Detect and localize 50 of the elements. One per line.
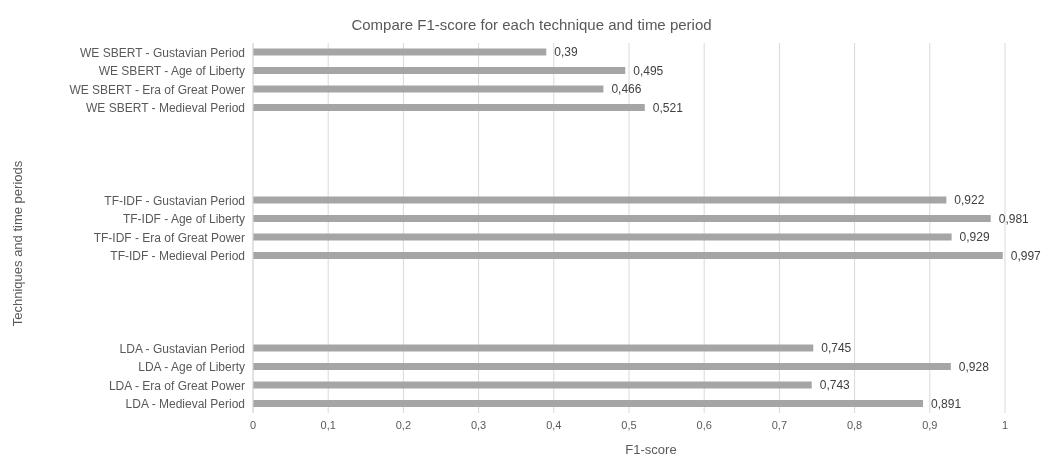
x-tick-label: 0,3: [470, 418, 487, 431]
x-tick-label: 0,5: [621, 418, 637, 431]
bar: [253, 400, 924, 408]
y-tick-label: LDA - Gustavian Period: [119, 341, 245, 356]
data-label: 0,521: [652, 100, 684, 115]
data-label: 0,928: [958, 359, 990, 374]
y-tick-label: TF-IDF - Medieval Period: [110, 249, 245, 264]
data-label: 0,743: [819, 378, 851, 393]
y-tick-label: LDA - Era of Great Power: [108, 378, 245, 393]
bar: [253, 67, 626, 75]
data-label: 0,39: [554, 45, 578, 60]
y-tick-label: WE SBERT - Era of Great Power: [69, 82, 245, 97]
x-tick-label: 0,2: [395, 418, 412, 431]
bar: [253, 363, 951, 371]
x-axis-title: F1-score: [624, 442, 678, 457]
x-tick-label: 0,4: [546, 418, 562, 431]
bar: [253, 48, 547, 56]
y-tick-label: LDA - Medieval Period: [125, 397, 245, 412]
x-tick-label: 0,8: [846, 418, 863, 431]
data-label: 0,997: [1010, 248, 1042, 263]
y-tick-label: WE SBERT - Age of Liberty: [98, 64, 245, 79]
x-tick-label: 0,9: [922, 418, 938, 431]
bar: [253, 85, 604, 93]
data-label: 0,466: [611, 82, 642, 97]
bar: [253, 344, 814, 352]
x-tick-label: 1: [1001, 418, 1009, 431]
data-label: 0,745: [821, 341, 852, 356]
y-tick-label: LDA - Age of Liberty: [138, 360, 245, 375]
y-tick-label: TF-IDF - Age of Liberty: [122, 212, 245, 227]
data-label: 0,929: [959, 230, 990, 245]
x-tick-label: 0: [249, 418, 257, 431]
x-tick-label: 0,6: [696, 418, 712, 431]
data-label: 0,891: [931, 396, 962, 411]
y-tick-label: WE SBERT - Gustavian Period: [80, 45, 245, 60]
chart-title: Compare F1-score for each technique and time period: [350, 16, 713, 33]
x-tick-label: 0,7: [771, 418, 788, 431]
data-label: 0,981: [998, 211, 1030, 226]
y-tick-label: TF-IDF - Gustavian Period: [104, 193, 245, 208]
bar: [253, 252, 1003, 260]
data-label: 0,495: [633, 63, 664, 78]
bar: [253, 233, 952, 241]
bar: [253, 104, 645, 112]
data-label: 0,922: [954, 193, 985, 208]
x-tick-label: 0,1: [320, 418, 336, 431]
bar: [253, 215, 991, 223]
bar: [253, 381, 812, 389]
y-tick-label: TF-IDF - Era of Great Power: [93, 230, 245, 245]
y-tick-label: WE SBERT - Medieval Period: [86, 101, 245, 116]
y-axis-title: Techniques and time periods: [10, 160, 26, 326]
bar: [253, 196, 947, 204]
